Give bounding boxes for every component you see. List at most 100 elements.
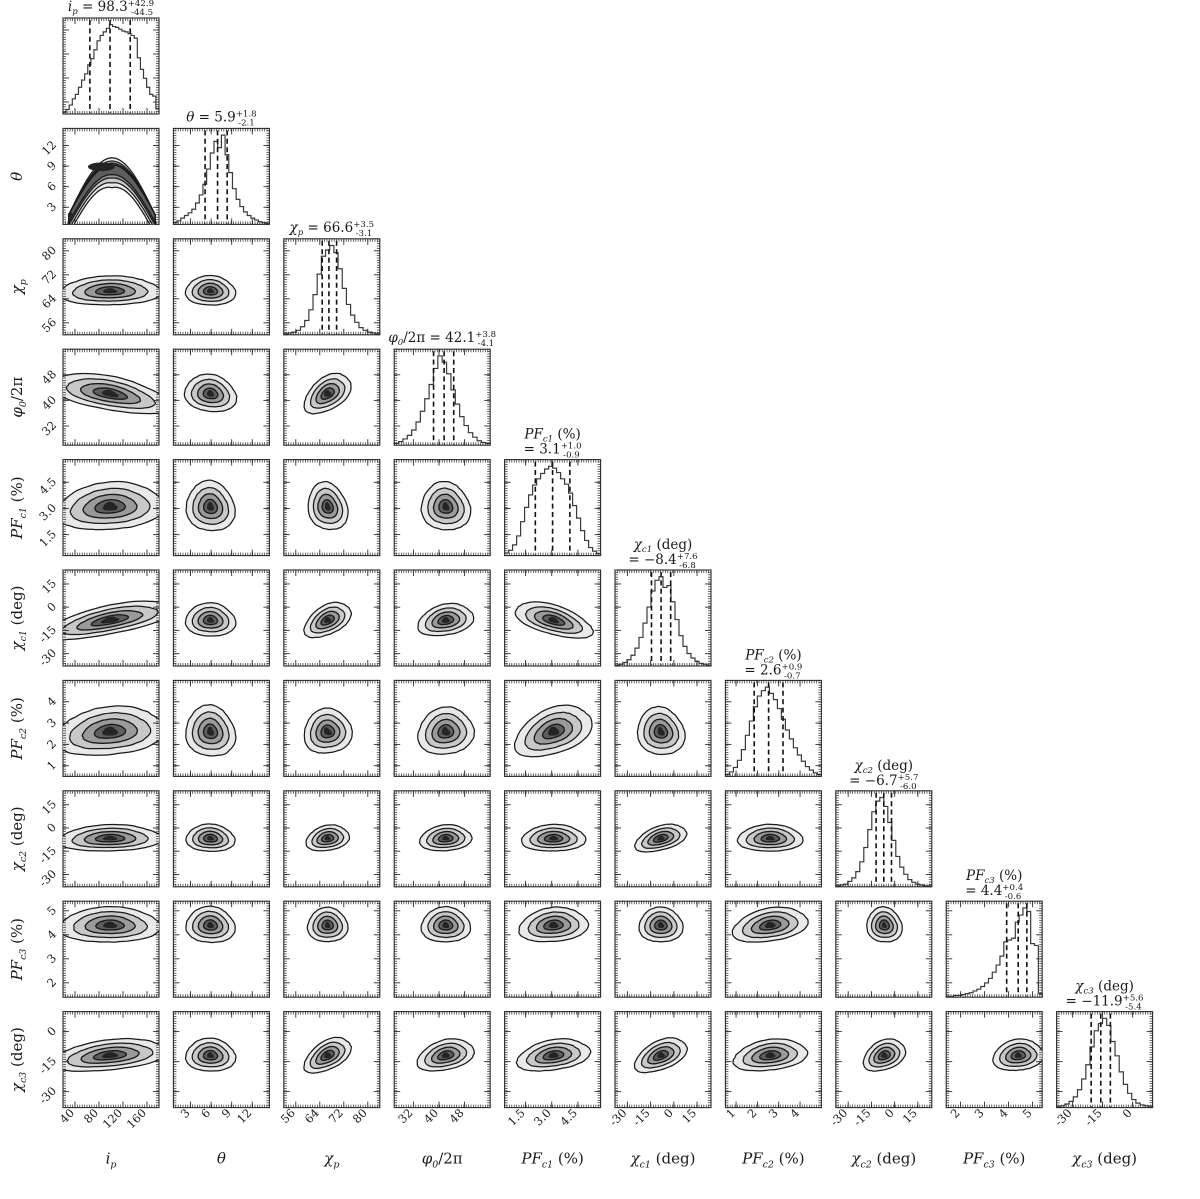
diagonal-panel-chi_c2 bbox=[835, 790, 933, 888]
x-tick-label: 80 bbox=[81, 1106, 101, 1126]
joint-panel-chi_c1-vs-PF_c1 bbox=[504, 569, 602, 667]
x-ticklabels-phi0_2pi: 32 40 48 bbox=[395, 1106, 466, 1126]
contour-core bbox=[324, 1052, 332, 1059]
x-tick-label: 72 bbox=[326, 1106, 346, 1126]
x-tick-label: -15 bbox=[851, 1106, 874, 1129]
y-tick-label: 3 bbox=[44, 199, 59, 214]
contour-core bbox=[765, 835, 776, 841]
joint-panel-chi_c3-vs-theta bbox=[172, 1011, 270, 1109]
joint-panel-chi_c1-vs-phi0_2pi bbox=[393, 569, 491, 667]
x-ticklabels-PF_c1: 1.5 3.0 4.5 bbox=[505, 1106, 580, 1129]
panel-title-chi_c1: χc1 (deg)= −8.4+7.6 -6.8 bbox=[628, 537, 697, 571]
y-tick-label: 3 bbox=[44, 715, 59, 730]
panel-title-chi_p: χp = 66.6+3.5 -3.1 bbox=[289, 220, 375, 239]
contour-core bbox=[657, 726, 665, 736]
contour-core bbox=[103, 921, 118, 929]
y-tick-label: -30 bbox=[36, 646, 59, 669]
panel-title-phi0_2pi: φ0/2π = 42.1+3.8 -4.1 bbox=[388, 330, 496, 349]
joint-panel-PF_c3-vs-PF_c1 bbox=[504, 900, 602, 998]
x-axis-label-phi0_2pi: φ0/2π bbox=[422, 1150, 463, 1171]
x-tick-label: 80 bbox=[350, 1106, 370, 1126]
x-axis-label-PF_c2: PFc2 (%) bbox=[741, 1150, 804, 1171]
y-tick-label: -15 bbox=[36, 1054, 59, 1077]
y-axis-labels: 36912θ56647280χp324048φ0/2π1.53.04.5PFc1… bbox=[8, 138, 59, 1107]
joint-panel-PF_c2-vs-i_p bbox=[62, 679, 160, 777]
y-ticklabels-chi_c2: -30-15 0 15 bbox=[36, 797, 59, 890]
title-line-1: χc1 (deg) bbox=[633, 537, 693, 555]
joint-panel-chi_c2-vs-chi_c1 bbox=[614, 790, 712, 888]
y-tick-label: 1.5 bbox=[36, 527, 59, 550]
y-tick-label: 4.5 bbox=[36, 475, 59, 498]
y-tick-label: 12 bbox=[39, 138, 59, 158]
y-axis-label-PF_c3: PFc3 (%) bbox=[8, 918, 29, 981]
y-ticklabels-theta: 3 6 912 bbox=[39, 138, 59, 215]
y-axis-label-phi0_2pi: φ0/2π bbox=[8, 377, 29, 418]
y-tick-label: 80 bbox=[39, 243, 59, 263]
joint-panel-PF_c3-vs-PF_c2 bbox=[724, 900, 822, 998]
y-tick-label: 2 bbox=[44, 737, 59, 752]
contour-core bbox=[206, 390, 215, 397]
x-ticklabels-theta: 3 6 9 12 bbox=[178, 1106, 255, 1126]
joint-panel-chi_c1-vs-chi_p bbox=[283, 569, 381, 667]
x-tick-label: 160 bbox=[124, 1106, 149, 1131]
contour-core bbox=[548, 835, 559, 841]
contour-core bbox=[441, 616, 450, 623]
panel-title-theta: θ = 5.9+1.8 -2.1 bbox=[186, 109, 256, 128]
title-line-1: PFc3 (%) bbox=[965, 868, 1022, 886]
histogram-theta bbox=[172, 134, 270, 225]
contour-core bbox=[207, 501, 214, 511]
x-tick-label: -30 bbox=[607, 1106, 630, 1129]
histogram-chi_c1 bbox=[614, 576, 712, 666]
diagonal-panel-theta bbox=[172, 127, 270, 225]
contour-core bbox=[1014, 1052, 1022, 1059]
y-tick-label: -15 bbox=[36, 623, 59, 646]
x-tick-label: 12 bbox=[234, 1106, 254, 1126]
joint-panel-chi_c3-vs-PF_c1 bbox=[504, 1011, 602, 1109]
joint-panel-PF_c2-vs-theta bbox=[172, 679, 270, 777]
joint-panel-phi0_2pi-vs-chi_p bbox=[283, 348, 381, 446]
panel-frame bbox=[1056, 1011, 1154, 1109]
contour-core bbox=[765, 921, 776, 929]
contour-core bbox=[102, 501, 118, 511]
contour-core bbox=[441, 726, 451, 736]
contour-core bbox=[548, 1052, 559, 1059]
joint-panel-phi0_2pi-vs-i_p bbox=[62, 348, 160, 446]
joint-panel-chi_c2-vs-theta bbox=[172, 790, 270, 888]
joint-panel-chi_c3-vs-chi_p bbox=[283, 1011, 381, 1109]
joint-panel-chi_c1-vs-i_p bbox=[62, 569, 160, 667]
x-axis-label-chi_c2: χc2 (deg) bbox=[850, 1150, 916, 1171]
joint-panel-chi_c2-vs-phi0_2pi bbox=[393, 790, 491, 888]
contour-core bbox=[324, 389, 332, 397]
panel-titles: ip = 98.3+42.9 -44.5 θ = 5.9+1.8 -2.1 χp = 6… bbox=[68, 0, 1144, 1013]
joint-panel-chi_p-vs-theta bbox=[172, 238, 270, 336]
joint-panel-PF_c2-vs-PF_c1 bbox=[504, 679, 602, 777]
y-tick-label: 5 bbox=[44, 903, 59, 918]
y-tick-label: 4 bbox=[44, 927, 59, 942]
diagonal-panel-phi0_2pi bbox=[393, 348, 491, 446]
y-tick-label: 15 bbox=[39, 576, 59, 596]
y-tick-label: 9 bbox=[44, 158, 59, 173]
y-tick-label: 0 bbox=[44, 820, 59, 835]
contour-core bbox=[324, 835, 331, 841]
joint-panel-chi_c3-vs-i_p bbox=[62, 1011, 160, 1109]
x-axis-label-i_p: ip bbox=[106, 1150, 117, 1171]
joint-panel-theta-vs-i_p bbox=[62, 127, 160, 225]
diagonal-panel-chi_p bbox=[283, 238, 381, 336]
contour-core bbox=[87, 162, 115, 172]
y-ticklabels-PF_c1: 1.5 3.0 4.5 bbox=[36, 475, 59, 550]
contour-core bbox=[442, 921, 450, 929]
joint-panel-chi_c3-vs-chi_c2 bbox=[835, 1011, 933, 1109]
title-line-2: = 3.1+1.0 -0.9 bbox=[524, 442, 582, 461]
title-line: ip = 98.3+42.9 -44.5 bbox=[68, 0, 154, 18]
x-tick-label: -15 bbox=[1082, 1106, 1105, 1129]
contour-core bbox=[207, 835, 214, 841]
contour-core bbox=[442, 835, 450, 841]
contour-banana bbox=[68, 164, 156, 225]
joint-panel-PF_c3-vs-chi_c2 bbox=[835, 900, 933, 998]
x-tick-label: 1.5 bbox=[505, 1106, 528, 1129]
panel-title-i_p: ip = 98.3+42.9 -44.5 bbox=[68, 0, 154, 18]
joint-panel-PF_c1-vs-phi0_2pi bbox=[393, 459, 491, 557]
contour-core bbox=[206, 726, 215, 736]
title-line: θ = 5.9+1.8 -2.1 bbox=[186, 109, 256, 128]
